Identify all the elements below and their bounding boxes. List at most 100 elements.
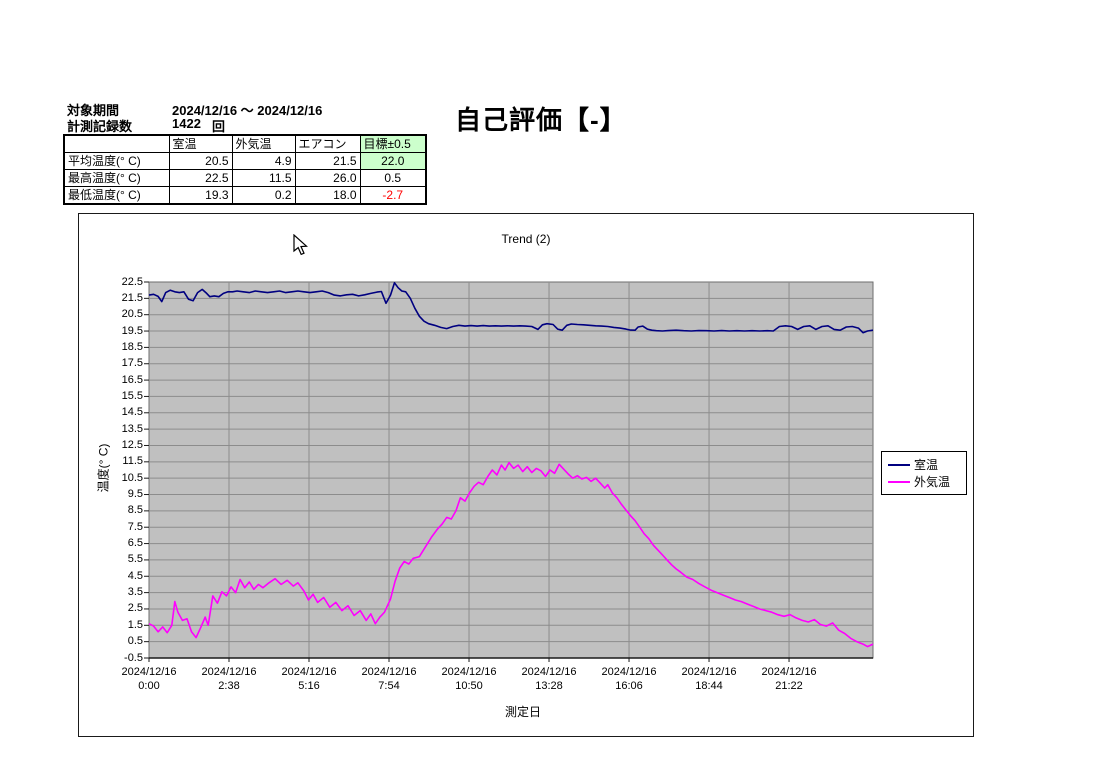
x-tick-time: 7:54: [378, 680, 400, 692]
x-tick-date: 2024/12/16: [521, 666, 577, 678]
y-tick-label: 21.5: [121, 291, 143, 304]
trend-chart[interactable]: Trend (2) 22.5 21.5 20.5 19.5 18.5 17.5 16.5 15…: [78, 213, 974, 737]
y-tick-label: 8.5: [127, 504, 143, 517]
self-evaluation-title: 自己評価【-】: [455, 105, 627, 135]
y-tick-label: 12.5: [121, 438, 143, 451]
period-label: 対象期間: [67, 103, 120, 118]
header-blank: [63, 134, 170, 153]
y-tick-label: 9.5: [127, 488, 143, 501]
y-tick-label: 11.5: [122, 455, 143, 468]
header-aircon: エアコン: [294, 134, 361, 153]
x-tick-time: 21:22: [775, 680, 803, 692]
y-tick-label: 20.5: [121, 308, 143, 321]
x-tick-label: 2024/12/16 5:16: [267, 665, 351, 693]
y-tick-label: 14.5: [121, 406, 143, 419]
x-tick-label: 2024/12/16 7:54: [347, 665, 431, 693]
y-tick-label: 18.5: [121, 340, 143, 353]
table-row: 最高温度(° C) 22.5 11.5 26.0 0.5: [63, 169, 427, 187]
legend-label-outside: 外気温: [914, 475, 951, 489]
plot-area: [144, 281, 874, 662]
min-outside: 0.2: [231, 186, 296, 205]
x-tick-date: 2024/12/16: [281, 666, 337, 678]
x-axis-title: 測定日: [504, 705, 542, 719]
y-axis-tick-labels: 22.5 21.5 20.5 19.5 18.5 17.5 16.5 15.5 14.5 13.5…: [79, 214, 143, 736]
x-tick-label: 2024/12/16 10:50: [427, 665, 511, 693]
x-tick-date: 2024/12/16: [761, 666, 817, 678]
min-room: 19.3: [168, 186, 233, 205]
avg-room: 20.5: [168, 152, 233, 170]
y-tick-label: 16.5: [121, 373, 143, 386]
y-tick-label: 3.5: [127, 586, 143, 599]
legend-item-outside: 外気温: [888, 473, 962, 490]
x-tick-label: 2024/12/16 0:00: [107, 665, 191, 693]
y-tick-label: 10.5: [121, 471, 143, 484]
header-outside: 外気温: [231, 134, 296, 153]
room-line-swatch-icon: [888, 463, 910, 466]
x-tick-date: 2024/12/16: [201, 666, 257, 678]
max-outside: 11.5: [231, 169, 296, 187]
x-axis-tick-labels: 2024/12/16 0:00 2024/12/16 2:38 2024/12/16 5:…: [79, 214, 973, 736]
chart-title: Trend (2): [501, 232, 551, 246]
avg-outside: 4.9: [231, 152, 296, 170]
y-tick-label: 1.5: [127, 618, 143, 631]
x-tick-time: 10:50: [455, 680, 483, 692]
y-tick-label: 6.5: [127, 537, 143, 550]
x-tick-label: 2024/12/16 21:22: [747, 665, 831, 693]
x-tick-label: 2024/12/16 18:44: [667, 665, 751, 693]
outside-line-swatch-icon: [888, 480, 910, 483]
record-count-value: 1422: [172, 116, 201, 131]
min-aircon: 18.0: [294, 186, 361, 205]
x-tick-label: 2024/12/16 2:38: [187, 665, 271, 693]
plot-background: [148, 281, 874, 659]
y-tick-label: 2.5: [127, 602, 143, 615]
y-tick-label: -0.5: [124, 651, 143, 664]
y-tick-label: 22.5: [121, 275, 143, 288]
y-tick-label: 19.5: [121, 324, 143, 337]
header-target: 目標±0.5: [359, 134, 427, 153]
x-tick-time: 5:16: [298, 680, 320, 692]
row-label-min: 最低温度(° C): [63, 186, 170, 205]
y-tick-label: 13.5: [121, 422, 143, 435]
y-tick-label: 4.5: [127, 569, 143, 582]
x-tick-time: 18:44: [695, 680, 723, 692]
x-tick-date: 2024/12/16: [121, 666, 177, 678]
x-tick-date: 2024/12/16: [681, 666, 737, 678]
x-tick-date: 2024/12/16: [361, 666, 417, 678]
x-tick-time: 13:28: [535, 680, 563, 692]
x-tick-time: 2:38: [218, 680, 240, 692]
max-room: 22.5: [168, 169, 233, 187]
x-tick-label: 2024/12/16 16:06: [587, 665, 671, 693]
x-tick-label: 2024/12/16 13:28: [507, 665, 591, 693]
record-count-unit: 回: [212, 119, 226, 134]
y-tick-label: 17.5: [121, 357, 143, 370]
stats-table: 室温 外気温 エアコン 目標±0.5 平均温度(° C) 20.5 4.9 21…: [63, 134, 427, 205]
chart-legend: 室温 外気温: [881, 451, 967, 495]
row-label-max: 最高温度(° C): [63, 169, 170, 187]
x-tick-time: 0:00: [138, 680, 160, 692]
max-aircon: 26.0: [294, 169, 361, 187]
period-value: 2024/12/16 ～ 2024/12/16: [172, 103, 323, 118]
mouse-cursor-icon: [293, 234, 308, 256]
record-count-label: 計測記録数: [67, 119, 133, 134]
y-tick-label: 0.5: [127, 635, 143, 648]
max-target: 0.5: [359, 169, 427, 187]
avg-target: 22.0: [359, 152, 427, 170]
y-tick-label: 15.5: [121, 389, 143, 402]
table-row: 平均温度(° C) 20.5 4.9 21.5 22.0: [63, 152, 427, 170]
table-row: 最低温度(° C) 19.3 0.2 18.0 -2.7: [63, 186, 427, 205]
y-tick-label: 5.5: [127, 553, 143, 566]
legend-item-room: 室温: [888, 456, 962, 473]
x-tick-time: 16:06: [615, 680, 643, 692]
table-header-row: 室温 外気温 エアコン 目標±0.5: [63, 134, 427, 153]
x-tick-date: 2024/12/16: [441, 666, 497, 678]
y-tick-label: 7.5: [127, 520, 143, 533]
row-label-avg: 平均温度(° C): [63, 152, 170, 170]
series-line-室温: [148, 282, 874, 334]
min-target: -2.7: [359, 186, 427, 205]
x-tick-date: 2024/12/16: [601, 666, 657, 678]
header-room: 室温: [168, 134, 233, 153]
legend-label-room: 室温: [914, 458, 939, 472]
series-line-外気温: [148, 461, 874, 648]
avg-aircon: 21.5: [294, 152, 361, 170]
